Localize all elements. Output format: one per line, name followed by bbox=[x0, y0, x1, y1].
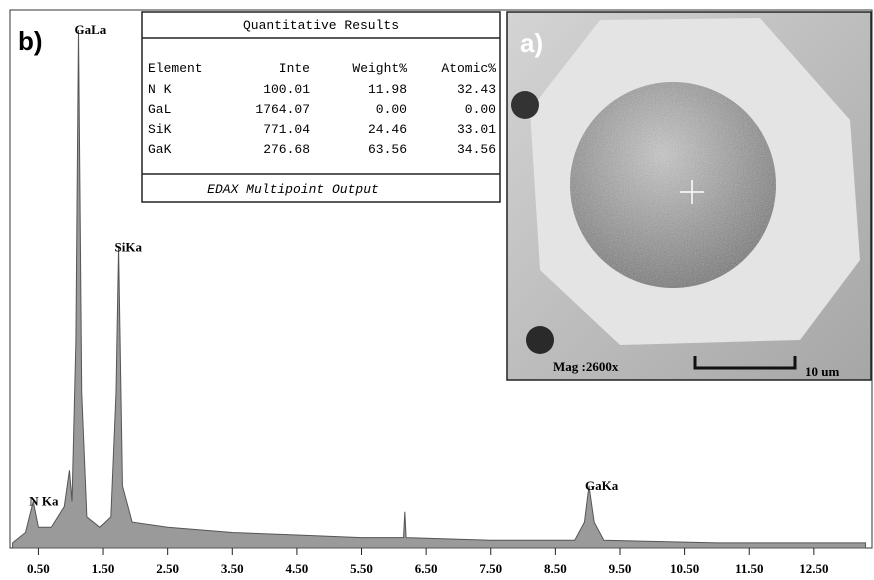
x-tick-label: 11.50 bbox=[735, 561, 764, 576]
table-cell: 0.00 bbox=[376, 102, 407, 117]
x-tick-label: 5.50 bbox=[350, 561, 373, 576]
x-tick-label: 8.50 bbox=[544, 561, 567, 576]
panel-label: b) bbox=[18, 26, 43, 56]
table-cell: 11.98 bbox=[368, 82, 407, 97]
table-cell: GaK bbox=[148, 142, 172, 157]
sem-image: a) Mag :2600x 10 um bbox=[507, 12, 871, 380]
column-header: Atomic% bbox=[441, 61, 496, 76]
table-cell: 32.43 bbox=[457, 82, 496, 97]
image-label: a) bbox=[520, 28, 543, 58]
x-tick-label: 9.50 bbox=[609, 561, 632, 576]
x-tick-label: 3.50 bbox=[221, 561, 244, 576]
peak-label: N Ka bbox=[29, 493, 59, 508]
scale-label: 10 um bbox=[805, 364, 839, 379]
x-tick-label: 7.50 bbox=[479, 561, 502, 576]
pit bbox=[526, 326, 554, 354]
crater-texture bbox=[570, 82, 776, 288]
table-cell: SiK bbox=[148, 122, 172, 137]
column-header: Element bbox=[148, 61, 203, 76]
column-header: Inte bbox=[279, 61, 310, 76]
magnification: Mag :2600x bbox=[553, 359, 619, 374]
x-tick-label: 10.50 bbox=[670, 561, 699, 576]
table-cell: 24.46 bbox=[368, 122, 407, 137]
peak-label: SiKa bbox=[115, 240, 143, 255]
x-tick-label: 0.50 bbox=[27, 561, 50, 576]
table-cell: 276.68 bbox=[263, 142, 310, 157]
table-cell: 1764.07 bbox=[255, 102, 310, 117]
column-header: Weight% bbox=[352, 61, 407, 76]
peak-label: GaKa bbox=[585, 478, 619, 493]
x-tick-label: 6.50 bbox=[415, 561, 438, 576]
table-cell: 771.04 bbox=[263, 122, 310, 137]
x-tick-label: 4.50 bbox=[286, 561, 309, 576]
table-cell: 33.01 bbox=[457, 122, 496, 137]
table-cell: 0.00 bbox=[465, 102, 496, 117]
table-cell: GaL bbox=[148, 102, 171, 117]
table-cell: N K bbox=[148, 82, 172, 97]
pit bbox=[511, 91, 539, 119]
peak-label: GaLa bbox=[74, 22, 106, 37]
table-title: Quantitative Results bbox=[243, 18, 399, 33]
table-cell: 34.56 bbox=[457, 142, 496, 157]
x-tick-label: 2.50 bbox=[156, 561, 179, 576]
x-tick-label: 1.50 bbox=[92, 561, 115, 576]
table-footer: EDAX Multipoint Output bbox=[207, 182, 379, 197]
table-cell: 63.56 bbox=[368, 142, 407, 157]
results-table: Quantitative Results EDAX Multipoint Out… bbox=[142, 12, 500, 202]
table-cell: 100.01 bbox=[263, 82, 310, 97]
figure: b) Quantitative Results EDAX Multipoint … bbox=[0, 0, 874, 580]
x-tick-label: 12.50 bbox=[799, 561, 828, 576]
